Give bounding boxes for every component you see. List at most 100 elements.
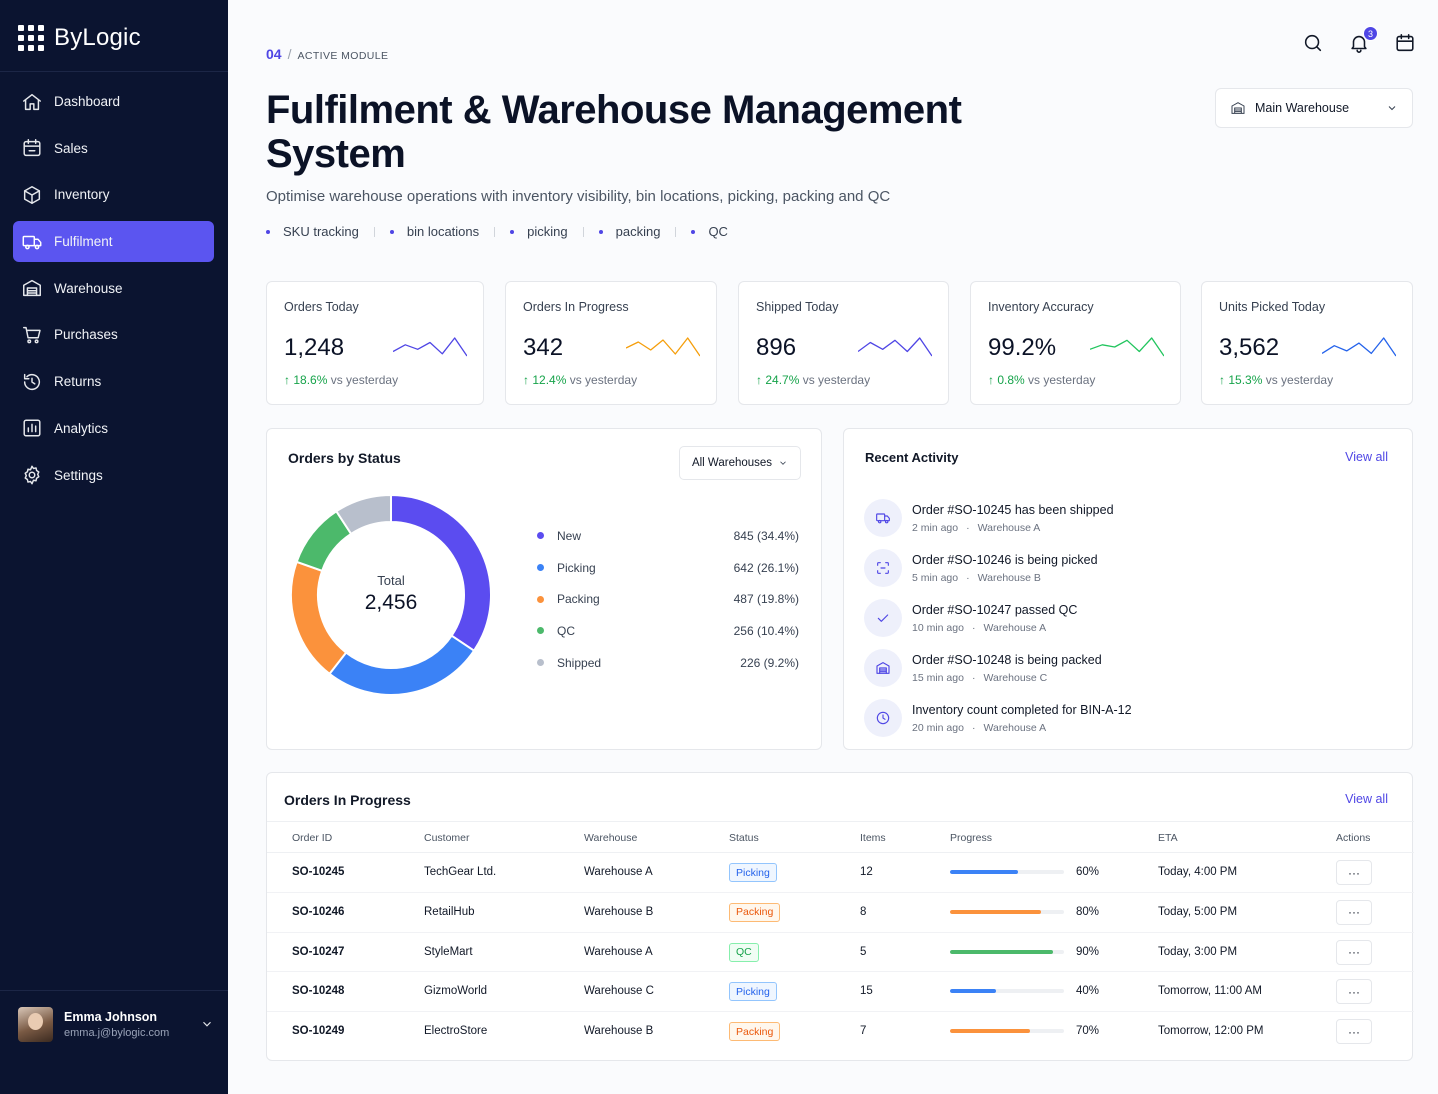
sparkline — [393, 337, 467, 357]
legend-swatch — [537, 564, 544, 572]
sidebar-item-label: Settings — [54, 467, 103, 483]
status-badge: Packing — [729, 1022, 781, 1042]
activity-item[interactable]: Inventory count completed for BIN-A-12 20… — [864, 693, 1384, 743]
sidebar-item-label: Sales — [54, 140, 88, 156]
table-row[interactable]: SO-10249 ElectroStore Warehouse B Packing 7 7… — [267, 1012, 1414, 1052]
legend-swatch — [537, 659, 544, 667]
activity-list: Order #SO-10245 has been shipped 2 min ag… — [864, 493, 1384, 743]
column-header: Actions — [1336, 832, 1371, 844]
status-badge: Packing — [729, 902, 781, 922]
activity-item[interactable]: Order #SO-10247 passed QC 10 min ago · Ware… — [864, 593, 1384, 643]
activity-item[interactable]: Order #SO-10248 is being packed 15 min ag… — [864, 643, 1384, 693]
legend-value: 642 (26.1%) — [733, 560, 799, 575]
activity-meta: 15 min ago · Warehouse C — [912, 672, 1102, 684]
donut-slice-shipped[interactable] — [334, 493, 392, 536]
donut-total-value: 2,456 — [364, 591, 418, 614]
tag-separator — [675, 226, 677, 237]
breadcrumb: 04 / ACTIVE MODULE — [266, 46, 388, 62]
column-header: Order ID — [292, 832, 333, 844]
sidebar-item-inventory[interactable]: Inventory — [13, 174, 214, 215]
legend-item: QC 256 (10.4%) — [537, 615, 799, 647]
order-id[interactable]: SO-10249 — [292, 1025, 345, 1038]
feature-tag: picking — [510, 224, 568, 239]
order-id[interactable]: SO-10245 — [292, 866, 345, 878]
kpi-delta: ↑ 18.6% vs yesterday — [284, 373, 398, 387]
sidebar-item-analytics[interactable]: Analytics — [13, 408, 214, 449]
orders-in-progress-panel: Orders In Progress View all Order ID Cust… — [266, 772, 1414, 1061]
user-divider — [0, 990, 228, 991]
kpi-label: Units Picked Today — [1219, 300, 1326, 314]
sidebar-item-warehouse[interactable]: Warehouse — [13, 268, 214, 309]
activity-time: 10 min ago — [912, 621, 964, 634]
activity-text: Order #SO-10247 passed QC — [912, 602, 1078, 617]
row-actions-button[interactable]: ··· — [1336, 860, 1372, 885]
customer-name: GizmoWorld — [424, 985, 488, 998]
order-id[interactable]: SO-10246 — [292, 905, 345, 918]
analytics-icon — [23, 419, 41, 437]
feature-tag: QC — [691, 224, 728, 239]
kpi-delta-value: 12.4% — [532, 373, 567, 387]
kpi-card: Shipped Today 896 ↑ 24.7% vs yesterday — [738, 281, 949, 405]
activity-time: 20 min ago — [912, 721, 964, 734]
panel-title: Recent Activity — [865, 450, 959, 465]
kpi-delta: ↑ 15.3% vs yesterday — [1219, 373, 1333, 387]
kpi-delta-value: 18.6% — [293, 373, 328, 387]
truck-icon — [876, 513, 890, 524]
order-id[interactable]: SO-10248 — [292, 985, 345, 998]
progress-percent: 90% — [1076, 945, 1100, 958]
row-actions-button[interactable]: ··· — [1336, 939, 1372, 965]
warehouse-select-value: Main Warehouse — [1255, 101, 1350, 115]
chevron-down-icon[interactable] — [200, 1017, 214, 1031]
sidebar-item-label: Warehouse — [54, 280, 123, 296]
sparkline-chart — [858, 337, 932, 357]
sidebar-item-returns[interactable]: Returns — [13, 361, 214, 402]
view-all-link[interactable]: View all — [1345, 450, 1388, 464]
sparkline-chart — [393, 337, 467, 357]
donut-slice-picking[interactable] — [328, 634, 476, 696]
notifications-button[interactable]: 3 — [1348, 26, 1378, 56]
activity-meta: 20 min ago · Warehouse A — [912, 722, 1132, 734]
row-actions-button[interactable]: ··· — [1336, 899, 1372, 925]
kpi-value: 99.2% — [988, 334, 1057, 361]
warehouse-filter-dropdown[interactable]: All Warehouses — [679, 446, 801, 480]
legend-swatch — [537, 627, 544, 635]
table-row[interactable]: SO-10247 StyleMart Warehouse A QC 5 90% Today,… — [267, 933, 1414, 973]
activity-item[interactable]: Order #SO-10246 is being picked 5 min ago… — [864, 543, 1384, 593]
sidebar-item-label: Inventory — [54, 187, 110, 203]
table-row[interactable]: SO-10246 RetailHub Warehouse B Packing 8 80% T… — [267, 893, 1414, 933]
sidebar-item-purchases[interactable]: Purchases — [13, 314, 214, 355]
view-all-link[interactable]: View all — [1345, 792, 1388, 806]
calendar-button[interactable] — [1394, 32, 1418, 56]
progress-fill — [950, 949, 1053, 954]
search-button[interactable] — [1302, 32, 1326, 56]
meta-separator: · — [971, 671, 976, 684]
feature-tags: SKU tracking bin locations picking packing Q… — [266, 224, 728, 239]
warehouse-select[interactable]: Main Warehouse — [1215, 88, 1413, 128]
sidebar-item-fulfilment[interactable]: Fulfilment — [13, 221, 214, 263]
tag-separator — [373, 226, 375, 237]
legend-item: Packing 487 (19.8%) — [537, 583, 799, 615]
tag-label: packing — [615, 224, 661, 239]
table-row[interactable]: SO-10245 TechGear Ltd. Warehouse A Picking 1… — [267, 853, 1414, 893]
progress-bar — [950, 909, 1064, 914]
legend-value: 845 (34.4%) — [733, 528, 799, 543]
sidebar-item-settings[interactable]: Settings — [13, 455, 214, 496]
kpi-label: Inventory Accuracy — [988, 300, 1094, 314]
brand-logo[interactable]: ByLogic — [18, 24, 141, 52]
tag-separator — [582, 226, 584, 237]
notification-badge: 3 — [1363, 26, 1378, 41]
kpi-delta-suffix: vs yesterday — [1028, 373, 1096, 387]
sidebar-item-dashboard[interactable]: Dashboard — [13, 81, 214, 122]
user-profile[interactable]: Emma Johnson emma.j@bylogic.com — [18, 1006, 214, 1042]
legend-item: Shipped 226 (9.2%) — [537, 647, 799, 679]
table-row[interactable]: SO-10248 GizmoWorld Warehouse C Picking 15 40… — [267, 972, 1414, 1013]
sidebar-item-sales[interactable]: Sales — [13, 128, 214, 169]
customer-name: ElectroStore — [424, 1025, 488, 1038]
activity-item[interactable]: Order #SO-10245 has been shipped 2 min ag… — [864, 493, 1384, 543]
kpi-card: Orders Today 1,248 ↑ 18.6% vs yesterday — [266, 281, 484, 405]
row-actions-button[interactable]: ··· — [1336, 1019, 1372, 1045]
order-id[interactable]: SO-10247 — [292, 945, 345, 958]
customer-name: TechGear Ltd. — [424, 866, 497, 878]
legend-swatch — [537, 532, 544, 540]
row-actions-button[interactable]: ··· — [1336, 979, 1372, 1005]
